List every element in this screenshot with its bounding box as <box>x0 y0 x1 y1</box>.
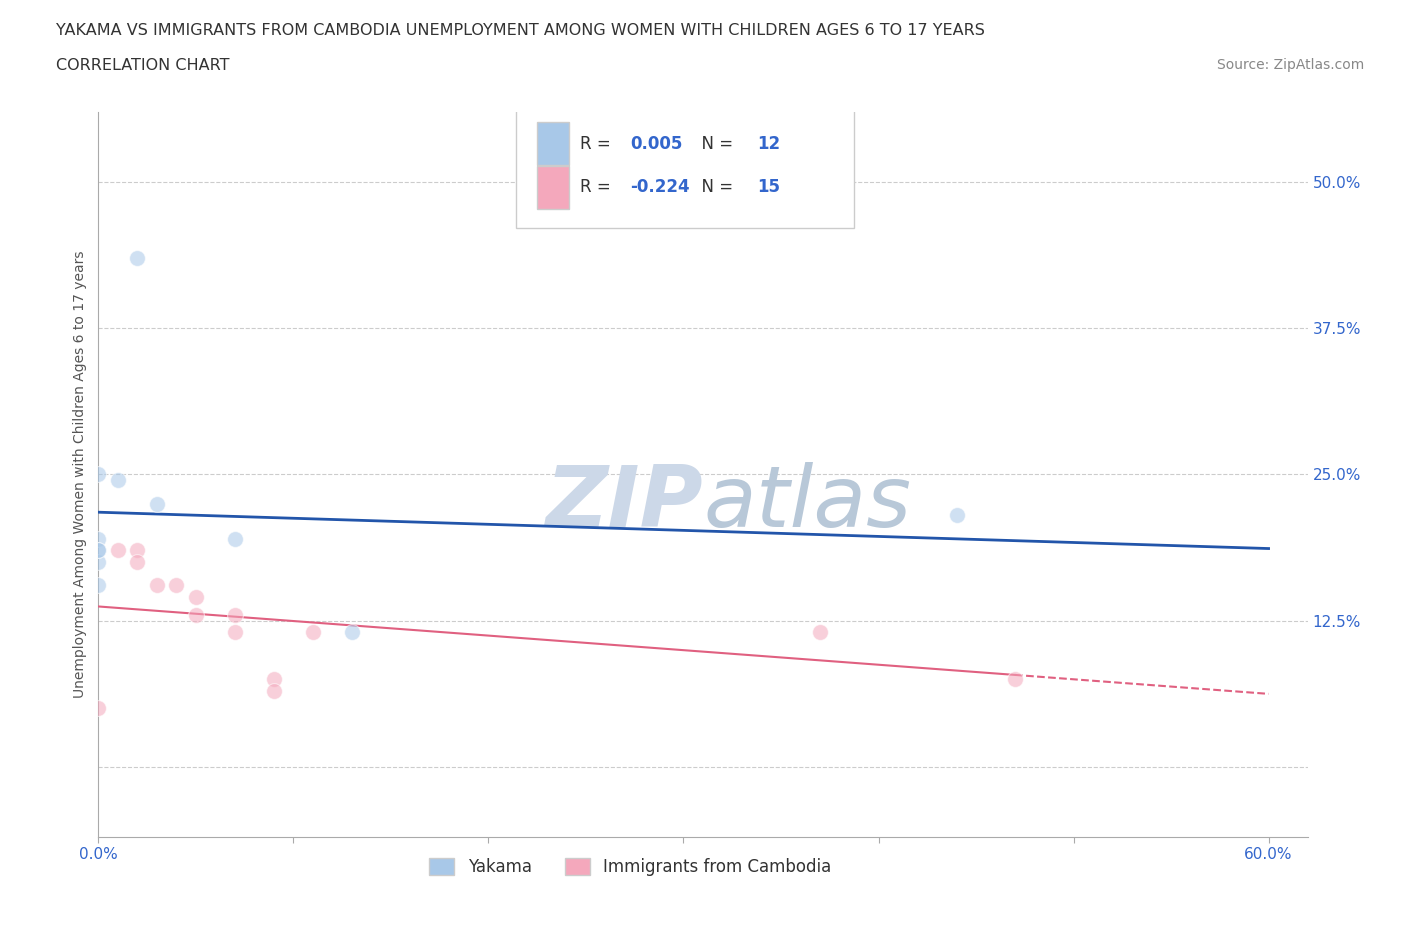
Point <box>224 625 246 640</box>
Point <box>263 671 285 686</box>
Y-axis label: Unemployment Among Women with Children Ages 6 to 17 years: Unemployment Among Women with Children A… <box>73 250 87 698</box>
Text: CORRELATION CHART: CORRELATION CHART <box>56 58 229 73</box>
Text: atlas: atlas <box>703 462 911 545</box>
Text: R =: R = <box>579 135 616 153</box>
FancyBboxPatch shape <box>537 123 569 166</box>
Text: N =: N = <box>690 135 738 153</box>
Point <box>87 554 110 569</box>
Point <box>87 543 110 558</box>
Text: Source: ZipAtlas.com: Source: ZipAtlas.com <box>1216 58 1364 72</box>
Text: 12: 12 <box>758 135 780 153</box>
Point <box>146 578 169 593</box>
Text: -0.224: -0.224 <box>630 178 690 196</box>
Point <box>945 508 967 523</box>
Point <box>127 250 149 265</box>
Point <box>107 472 129 487</box>
Point <box>107 543 129 558</box>
Text: ZIP: ZIP <box>546 462 703 545</box>
Point <box>184 590 207 604</box>
Point <box>165 578 187 593</box>
Point <box>224 607 246 622</box>
Text: 0.005: 0.005 <box>630 135 683 153</box>
Point <box>263 684 285 698</box>
Text: N =: N = <box>690 178 738 196</box>
Point <box>808 625 831 640</box>
Text: R =: R = <box>579 178 616 196</box>
Point <box>1004 671 1026 686</box>
Point <box>127 543 149 558</box>
Point <box>224 531 246 546</box>
Text: YAKAMA VS IMMIGRANTS FROM CAMBODIA UNEMPLOYMENT AMONG WOMEN WITH CHILDREN AGES 6: YAKAMA VS IMMIGRANTS FROM CAMBODIA UNEMP… <box>56 23 986 38</box>
Point <box>87 531 110 546</box>
FancyBboxPatch shape <box>537 166 569 209</box>
Legend: Yakama, Immigrants from Cambodia: Yakama, Immigrants from Cambodia <box>423 852 838 883</box>
Text: 15: 15 <box>758 178 780 196</box>
Point <box>87 467 110 482</box>
FancyBboxPatch shape <box>516 108 855 228</box>
Point <box>184 607 207 622</box>
Point <box>146 496 169 511</box>
Point <box>87 543 110 558</box>
Point <box>340 625 363 640</box>
Point <box>127 554 149 569</box>
Point <box>87 578 110 593</box>
Point <box>87 701 110 716</box>
Point <box>302 625 325 640</box>
